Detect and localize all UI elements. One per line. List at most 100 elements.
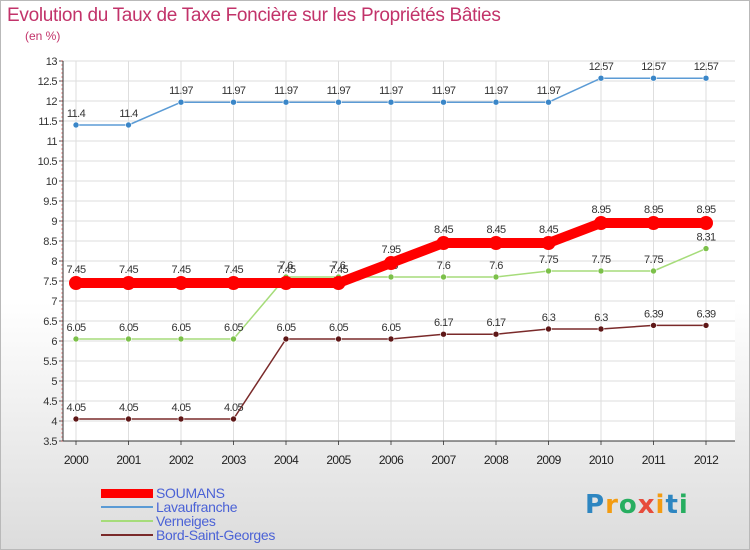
- y-tick-label: 8.5: [43, 236, 57, 248]
- data-label-verneiges: 7.75: [644, 254, 663, 266]
- y-tick-label: 10.5: [38, 156, 58, 168]
- data-point-verneiges: [597, 267, 605, 275]
- data-label-lavaufranche: 12.57: [694, 61, 719, 73]
- data-label-soumans: 8.45: [434, 224, 453, 236]
- data-point-bord-saint-georges: [72, 415, 80, 423]
- data-label-lavaufranche: 11.97: [484, 85, 508, 97]
- x-tick-label: 2003: [221, 453, 246, 467]
- y-tick-label: 9.5: [43, 196, 57, 208]
- legend-label: SOUMANS: [156, 485, 225, 501]
- y-tick-label: 11: [47, 136, 58, 148]
- data-point-verneiges: [72, 335, 80, 343]
- logo-letter: o: [618, 490, 638, 520]
- data-point-lavaufranche: [335, 98, 342, 106]
- x-tick-label: 2006: [379, 453, 404, 467]
- data-point-bord-saint-georges: [492, 330, 500, 338]
- x-tick-label: 2001: [116, 453, 141, 467]
- y-tick-label: 7.5: [43, 276, 57, 288]
- data-label-verneiges: 7.75: [591, 254, 610, 266]
- y-tick-label: 13: [46, 56, 58, 68]
- data-point-bord-saint-georges: [650, 322, 657, 329]
- data-label-soumans: 8.95: [696, 204, 715, 216]
- data-point-bord-saint-georges: [335, 335, 342, 343]
- data-label-lavaufranche: 11.97: [169, 85, 193, 97]
- data-point-soumans: [331, 276, 346, 290]
- logo-letter: t: [665, 490, 679, 520]
- logo-letter: x: [637, 490, 656, 520]
- chart-unit-label: (en %): [25, 29, 61, 43]
- data-point-soumans: [174, 276, 188, 290]
- data-label-lavaufranche: 11.97: [379, 85, 403, 97]
- legend-label: Bord-Saint-Georges: [156, 527, 276, 543]
- data-point-soumans: [69, 276, 83, 290]
- y-tick-label: 8: [51, 256, 57, 268]
- data-label-bord-saint-georges: 6.05: [329, 322, 348, 334]
- data-point-soumans: [279, 276, 293, 290]
- data-point-bord-saint-georges: [387, 335, 395, 343]
- data-label-lavaufranche: 11.97: [222, 85, 246, 97]
- data-label-soumans: 8.45: [539, 224, 558, 236]
- data-point-bord-saint-georges: [282, 335, 290, 343]
- data-point-verneiges: [387, 273, 395, 281]
- data-point-verneiges: [545, 267, 552, 275]
- data-label-lavaufranche: 11.97: [274, 85, 298, 97]
- x-tick-label: 2007: [431, 453, 456, 467]
- x-tick-label: 2005: [326, 453, 351, 467]
- data-point-soumans: [489, 236, 503, 250]
- data-point-bord-saint-georges: [702, 322, 710, 329]
- data-label-verneiges: 7.6: [332, 260, 346, 272]
- data-point-soumans: [594, 216, 608, 230]
- legend-swatch: [101, 489, 153, 498]
- data-label-lavaufranche: 12.57: [641, 61, 666, 73]
- y-tick-label: 4: [51, 416, 57, 428]
- y-tick-label: 9: [51, 216, 57, 228]
- y-tick-label: 6: [51, 336, 57, 348]
- data-label-soumans: 7.45: [171, 264, 190, 276]
- y-tick-label: 12: [46, 96, 58, 108]
- logo-letter: i: [655, 490, 666, 520]
- data-point-verneiges: [125, 335, 132, 343]
- legend-swatch: [101, 534, 153, 536]
- data-point-verneiges: [702, 245, 710, 252]
- y-tick-label: 11.5: [38, 116, 57, 128]
- data-label-verneiges: 8.31: [696, 232, 715, 244]
- data-label-soumans: 7.45: [66, 264, 85, 276]
- data-point-soumans: [226, 276, 241, 290]
- data-point-soumans: [699, 216, 713, 230]
- x-tick-label: 2009: [536, 453, 561, 467]
- data-label-soumans: 8.95: [591, 204, 610, 216]
- data-label-verneiges: 6.05: [119, 322, 138, 334]
- data-label-lavaufranche: 11.4: [119, 108, 138, 120]
- data-point-soumans: [541, 236, 556, 250]
- data-point-verneiges: [492, 273, 500, 281]
- data-point-verneiges: [650, 267, 657, 275]
- data-point-lavaufranche: [72, 121, 80, 129]
- legend-swatch: [101, 506, 153, 508]
- data-label-lavaufranche: 11.97: [432, 85, 456, 97]
- x-tick-label: 2012: [694, 453, 719, 467]
- data-label-lavaufranche: 12.57: [589, 61, 614, 73]
- data-label-verneiges: 7.6: [437, 260, 451, 272]
- proxiti-logo: Proxiti: [585, 490, 689, 520]
- data-point-bord-saint-georges: [440, 330, 447, 338]
- data-label-bord-saint-georges: 6.05: [276, 322, 295, 334]
- data-label-bord-saint-georges: 6.39: [644, 308, 663, 320]
- data-label-soumans: 7.45: [224, 264, 243, 276]
- data-label-soumans: 7.45: [119, 264, 138, 276]
- data-point-bord-saint-georges: [545, 325, 552, 333]
- y-tick-label: 7: [51, 296, 57, 308]
- data-point-soumans: [384, 256, 398, 270]
- data-point-soumans: [121, 276, 136, 290]
- data-label-soumans: 8.95: [644, 204, 663, 216]
- data-point-bord-saint-georges: [597, 325, 605, 333]
- data-label-verneiges: 6.05: [224, 322, 243, 334]
- legend-label: Verneiges: [156, 513, 216, 529]
- data-point-bord-saint-georges: [177, 415, 185, 423]
- data-point-bord-saint-georges: [230, 415, 237, 423]
- data-label-bord-saint-georges: 6.3: [542, 312, 556, 324]
- y-tick-label: 5.5: [43, 356, 57, 368]
- data-label-lavaufranche: 11.97: [537, 85, 561, 97]
- data-label-bord-saint-georges: 6.39: [696, 308, 715, 320]
- chart-title: Evolution du Taux de Taxe Foncière sur l…: [7, 5, 501, 26]
